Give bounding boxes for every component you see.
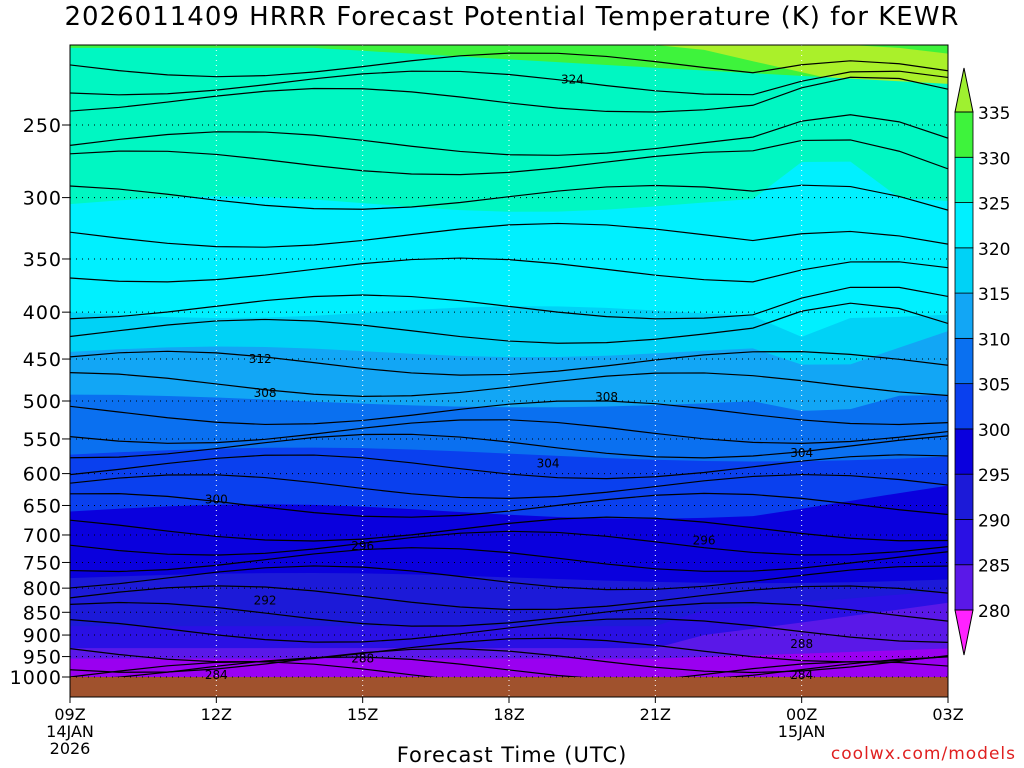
y-tick-label: 750	[23, 552, 62, 574]
y-tick-label: 400	[23, 302, 62, 324]
x-tick-label: 09Z	[54, 705, 85, 724]
contour-line	[70, 257, 948, 283]
ground-strip	[70, 677, 948, 697]
y-tick-label: 800	[23, 578, 62, 600]
contour-label: 304	[790, 446, 813, 460]
y-tick-label: 550	[23, 429, 62, 451]
contour-line	[70, 400, 948, 426]
contour-line	[70, 350, 948, 376]
x-tick-sublabel: 15JAN	[778, 722, 826, 741]
credit-text: coolwx.com/models	[830, 744, 1016, 764]
colorbar-label: 325	[978, 195, 1010, 215]
contour-line	[70, 222, 948, 248]
x-tick-label: 00Z	[786, 705, 817, 724]
y-tick-label: 650	[23, 495, 62, 517]
chart-title: 2026011409 HRRR Forecast Potential Tempe…	[64, 2, 960, 32]
y-tick-label: 1000	[10, 667, 62, 689]
colorbar-label: 285	[978, 557, 1010, 577]
contour-label: 312	[249, 352, 272, 366]
contour-line	[70, 286, 948, 320]
colorbar-label: 310	[978, 330, 1010, 350]
colorbar-swatch	[954, 428, 974, 475]
colorbar-under-arrow	[954, 609, 974, 656]
colorbar-swatch	[954, 337, 974, 385]
y-tick-label: 600	[23, 464, 62, 486]
x-tick-label: 18Z	[493, 705, 524, 724]
contour-line	[70, 618, 948, 643]
contour-label: 284	[790, 668, 813, 682]
colorbar-label: 305	[978, 376, 1010, 396]
x-tick-label: 03Z	[932, 705, 963, 724]
y-tick-label: 350	[23, 249, 62, 271]
x-axis-label: Forecast Time (UTC)	[396, 743, 628, 767]
contour-line	[70, 656, 948, 682]
contour-line	[70, 419, 948, 444]
x-tick-sublabel: 14JAN	[46, 722, 94, 741]
y-tick-label: 900	[23, 625, 62, 647]
x-tick-label: 21Z	[640, 705, 671, 724]
colorbar-swatch	[954, 519, 974, 566]
colorbar-label: 290	[978, 511, 1010, 531]
colorbar-label: 335	[978, 104, 1010, 124]
colorbar-swatch	[954, 383, 974, 430]
plot-area: 324 312 308 308 304 304 300 296 296 292 288 288 284 2…	[70, 45, 948, 697]
colorbar-label: 330	[978, 149, 1010, 169]
contour-label: 308	[595, 390, 618, 404]
contour-line	[70, 648, 948, 674]
colorbar-label: 300	[978, 421, 1010, 441]
x-tick-label: 15Z	[347, 705, 378, 724]
colorbar-label: 295	[978, 466, 1010, 486]
y-tick-label: 500	[23, 391, 62, 413]
contour-label: 288	[351, 652, 374, 666]
contour-line	[70, 516, 948, 542]
contour-label: 296	[351, 539, 374, 553]
contour-label: 284	[205, 668, 228, 682]
contour-line	[70, 52, 948, 78]
colorbar-swatch	[954, 111, 974, 158]
colorbar-swatch	[954, 564, 974, 611]
y-tick-label: 250	[23, 115, 62, 137]
y-tick-label: 700	[23, 525, 62, 547]
contour-label: 288	[790, 637, 813, 651]
contour-label: 304	[537, 457, 560, 471]
x-tick-label: 12Z	[201, 705, 232, 724]
contour-line	[70, 76, 948, 113]
colorbar-over-arrow	[954, 67, 974, 113]
contour-label: 296	[693, 534, 716, 548]
colorbar-label: 280	[978, 602, 1010, 622]
y-tick-label: 450	[23, 349, 62, 371]
colorbar-swatch	[954, 473, 974, 520]
contour-line	[70, 492, 948, 518]
colorbar-swatch	[954, 292, 974, 339]
x-tick-sublabel: 2026	[50, 739, 91, 758]
contour-label: 324	[561, 72, 584, 86]
y-tick-label: 850	[23, 602, 62, 624]
contour-label: 308	[254, 386, 277, 400]
y-tick-label: 300	[23, 188, 62, 210]
colorbar-swatch	[954, 247, 974, 294]
contour-line	[70, 433, 948, 459]
colorbar-label: 315	[978, 285, 1010, 305]
colorbar-swatch	[954, 156, 974, 203]
contour-line	[70, 114, 948, 156]
colorbar-label: 320	[978, 240, 1010, 260]
colorbar-swatch	[954, 202, 974, 249]
contour-label: 292	[254, 593, 277, 607]
y-tick-label: 950	[23, 647, 62, 669]
contour-line	[70, 473, 948, 499]
contour-label: 300	[205, 492, 228, 506]
